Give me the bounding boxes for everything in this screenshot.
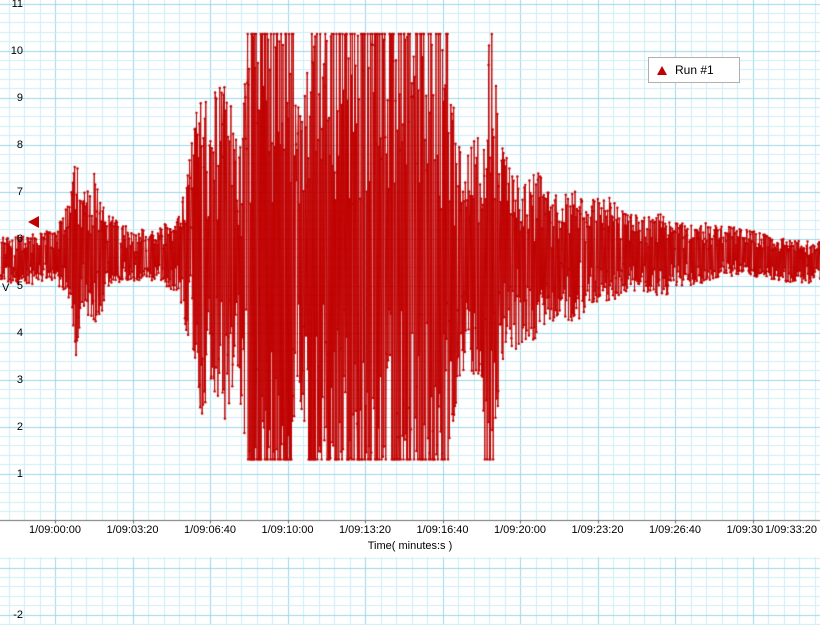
legend: Run #1 (648, 57, 740, 83)
y-tick-label: 7 (16, 185, 23, 198)
x-axis-title: Time( minutes:s ) (367, 540, 453, 552)
y-tick-label: 2 (16, 420, 23, 433)
x-tick-label: 1/09:06:40 (183, 524, 237, 537)
y-tick-label: 1 (16, 467, 23, 480)
x-tick-label: 1/09:33:20 (764, 524, 818, 537)
x-tick-label: 1/09:16:40 (415, 524, 470, 537)
channel-marker-icon[interactable] (28, 216, 39, 229)
y-tick-label: 10 (10, 44, 23, 57)
y-tick-label: 5 (16, 279, 23, 292)
x-tick-label: 1/09:23:20 (570, 524, 625, 537)
y-tick-label: 4 (16, 326, 23, 339)
x-tick-label: 1/09:26:40 (648, 524, 702, 537)
y-tick-label: 3 (16, 373, 23, 386)
x-tick-label: 1/09:10:00 (260, 524, 315, 537)
x-tick-label: 1/09:00:00 (28, 524, 82, 537)
y-tick-label: 11 (11, 0, 23, 10)
x-tick-label: 1/09:03:20 (105, 524, 160, 537)
legend-series-label: Run #1 (675, 63, 714, 77)
y-tick-label: -2 (13, 608, 23, 621)
y-tick-label: 8 (16, 138, 23, 151)
x-tick-label: 1/09:13:20 (338, 524, 392, 537)
y-tick-label: 6 (16, 232, 23, 245)
y-tick-label: 9 (16, 91, 23, 104)
x-tick-label: 1/09:20:00 (493, 524, 547, 537)
y-axis-title: V (2, 282, 10, 294)
series-triangle-icon (657, 65, 667, 75)
